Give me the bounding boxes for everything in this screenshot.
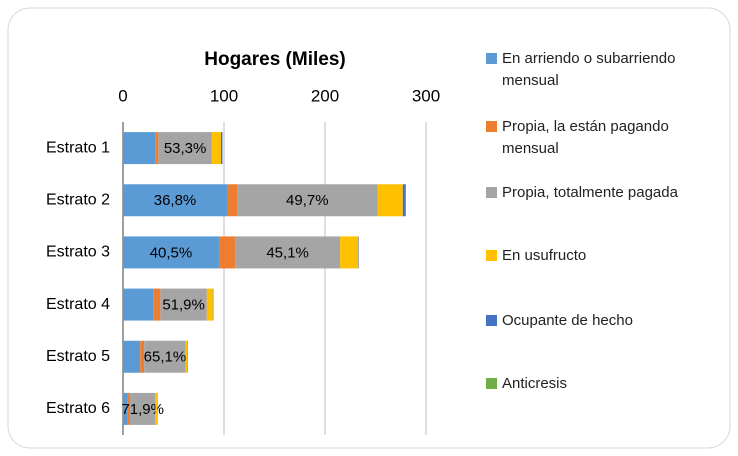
data-label: 71,9% — [121, 401, 164, 418]
data-label: 65,1% — [144, 349, 187, 366]
y-tick-label: Estrato 5 — [46, 348, 110, 365]
x-tick-label: 0 — [118, 86, 127, 105]
chart-title: Hogares (Miles) — [204, 49, 345, 70]
legend-label: En usufructo — [502, 247, 587, 264]
bar-segment — [377, 184, 403, 217]
x-tick-label: 300 — [412, 86, 440, 105]
legend-swatch — [486, 187, 497, 198]
y-tick-label: Estrato 1 — [46, 139, 110, 156]
bar-segment — [127, 392, 131, 425]
bar-segment — [220, 132, 223, 165]
data-label: 51,9% — [162, 297, 205, 314]
bar-segment — [211, 132, 221, 165]
legend-label: Ocupante de hecho — [502, 312, 633, 329]
y-tick-label: Estrato 2 — [46, 191, 110, 208]
data-label: 53,3% — [164, 140, 207, 157]
legend-swatch — [486, 53, 497, 64]
bar-segment — [235, 236, 341, 269]
legend-item: Ocupante de hecho — [486, 310, 722, 332]
bar-segment — [123, 236, 219, 269]
bar-segment — [123, 340, 141, 373]
bar-segment — [144, 340, 186, 373]
x-tick-label: 200 — [311, 86, 339, 105]
y-tick-label: Estrato 4 — [46, 296, 110, 313]
bar-segment — [153, 288, 161, 321]
bar-segment — [212, 288, 214, 321]
data-label: 36,8% — [154, 192, 197, 209]
bar-segment — [130, 392, 156, 425]
bar-segment — [158, 132, 212, 165]
data-label: 49,7% — [286, 192, 329, 209]
legend-item: Anticresis — [486, 373, 722, 395]
legend-label: En arriendo o subarriendo mensual — [502, 50, 676, 89]
bar-segment — [358, 236, 359, 269]
bar-segment — [237, 184, 378, 217]
frame — [7, 7, 731, 449]
bar-segment — [402, 184, 406, 217]
bar-segment — [185, 340, 188, 373]
bar-segment — [155, 132, 159, 165]
legend-swatch — [486, 378, 497, 389]
legend-item: En arriendo o subarriendo mensual — [486, 48, 722, 92]
y-tick-label: Estrato 6 — [46, 400, 110, 417]
bar-segment — [340, 236, 359, 269]
legend-label: Anticresis — [502, 375, 568, 392]
bar-segment — [218, 236, 236, 269]
data-label: 40,5% — [150, 244, 193, 261]
bar-segment — [227, 184, 238, 217]
legend-label: Propia, la están pagando mensual — [502, 118, 669, 157]
legend-item: En usufructo — [486, 245, 722, 267]
data-label: 45,1% — [266, 244, 309, 261]
bar-segment — [140, 340, 145, 373]
bar-segment — [123, 132, 156, 165]
legend-item: Propia, totalmente pagada — [486, 182, 722, 204]
y-tick-label: Estrato 3 — [46, 244, 110, 261]
bar-segment — [123, 392, 128, 425]
bar-segment — [160, 288, 207, 321]
legend-item: Propia, la están pagando mensual — [486, 116, 722, 160]
legend-label: Propia, totalmente pagada — [502, 184, 678, 201]
legend-swatch — [486, 250, 497, 261]
bar-segment — [206, 288, 213, 321]
x-tick-label: 100 — [210, 86, 238, 105]
legend-swatch — [486, 121, 497, 132]
bar-segment — [123, 288, 154, 321]
bar-segment — [123, 184, 228, 217]
bar-segment — [155, 392, 158, 425]
legend-swatch — [486, 315, 497, 326]
